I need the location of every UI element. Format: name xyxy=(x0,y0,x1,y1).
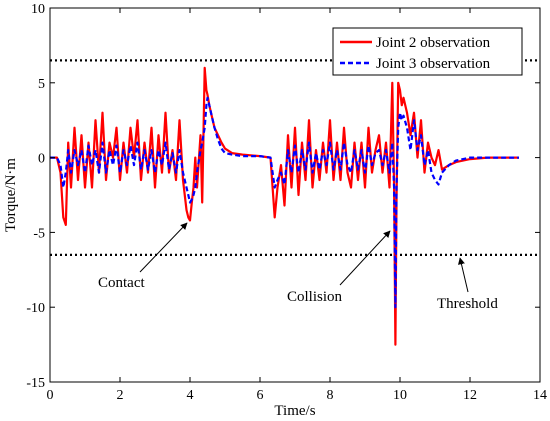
annotation-threshold-label: Threshold xyxy=(437,296,498,312)
y-tick-label: 10 xyxy=(31,2,45,17)
legend-label-joint3: Joint 3 observation xyxy=(376,56,491,72)
annotation-contact-arrow xyxy=(139,222,188,273)
y-tick-label: -15 xyxy=(26,376,45,391)
x-tick-label: 14 xyxy=(533,388,547,403)
annotation-collision: Collision xyxy=(287,230,391,305)
y-tick-label: -5 xyxy=(33,226,45,241)
axis-ticks: 0 2 4 6 8 10 12 14 -15 -10 -5 0 5 10 xyxy=(26,2,547,403)
x-axis-title: Time/s xyxy=(274,403,315,419)
x-tick-label: 12 xyxy=(463,388,477,403)
annotation-contact: Contact xyxy=(98,222,188,291)
annotation-collision-arrow xyxy=(339,230,391,286)
y-tick-label: 5 xyxy=(38,77,45,92)
y-tick-label: 0 xyxy=(38,152,45,167)
legend-label-joint2: Joint 2 observation xyxy=(376,35,491,51)
series-line-joint3 xyxy=(50,96,519,309)
x-tick-label: 2 xyxy=(117,388,124,403)
annotation-contact-label: Contact xyxy=(98,275,145,291)
legend-box xyxy=(332,27,523,76)
plot-frame xyxy=(49,7,541,383)
legend: Joint 2 observation Joint 3 observation xyxy=(332,27,523,76)
x-tick-label: 4 xyxy=(187,388,194,403)
y-axis-title: Torque/N·m xyxy=(3,158,19,232)
y-tick-label: -10 xyxy=(26,301,45,316)
x-tick-label: 0 xyxy=(47,388,54,403)
x-tick-label: 6 xyxy=(257,388,264,403)
annotation-threshold: Threshold xyxy=(437,257,498,312)
annotation-collision-label: Collision xyxy=(287,289,343,305)
x-tick-label: 10 xyxy=(393,388,407,403)
threshold-lines xyxy=(50,59,540,256)
x-tick-label: 8 xyxy=(327,388,334,403)
series-lines xyxy=(50,66,519,346)
annotation-threshold-arrow xyxy=(458,257,469,293)
